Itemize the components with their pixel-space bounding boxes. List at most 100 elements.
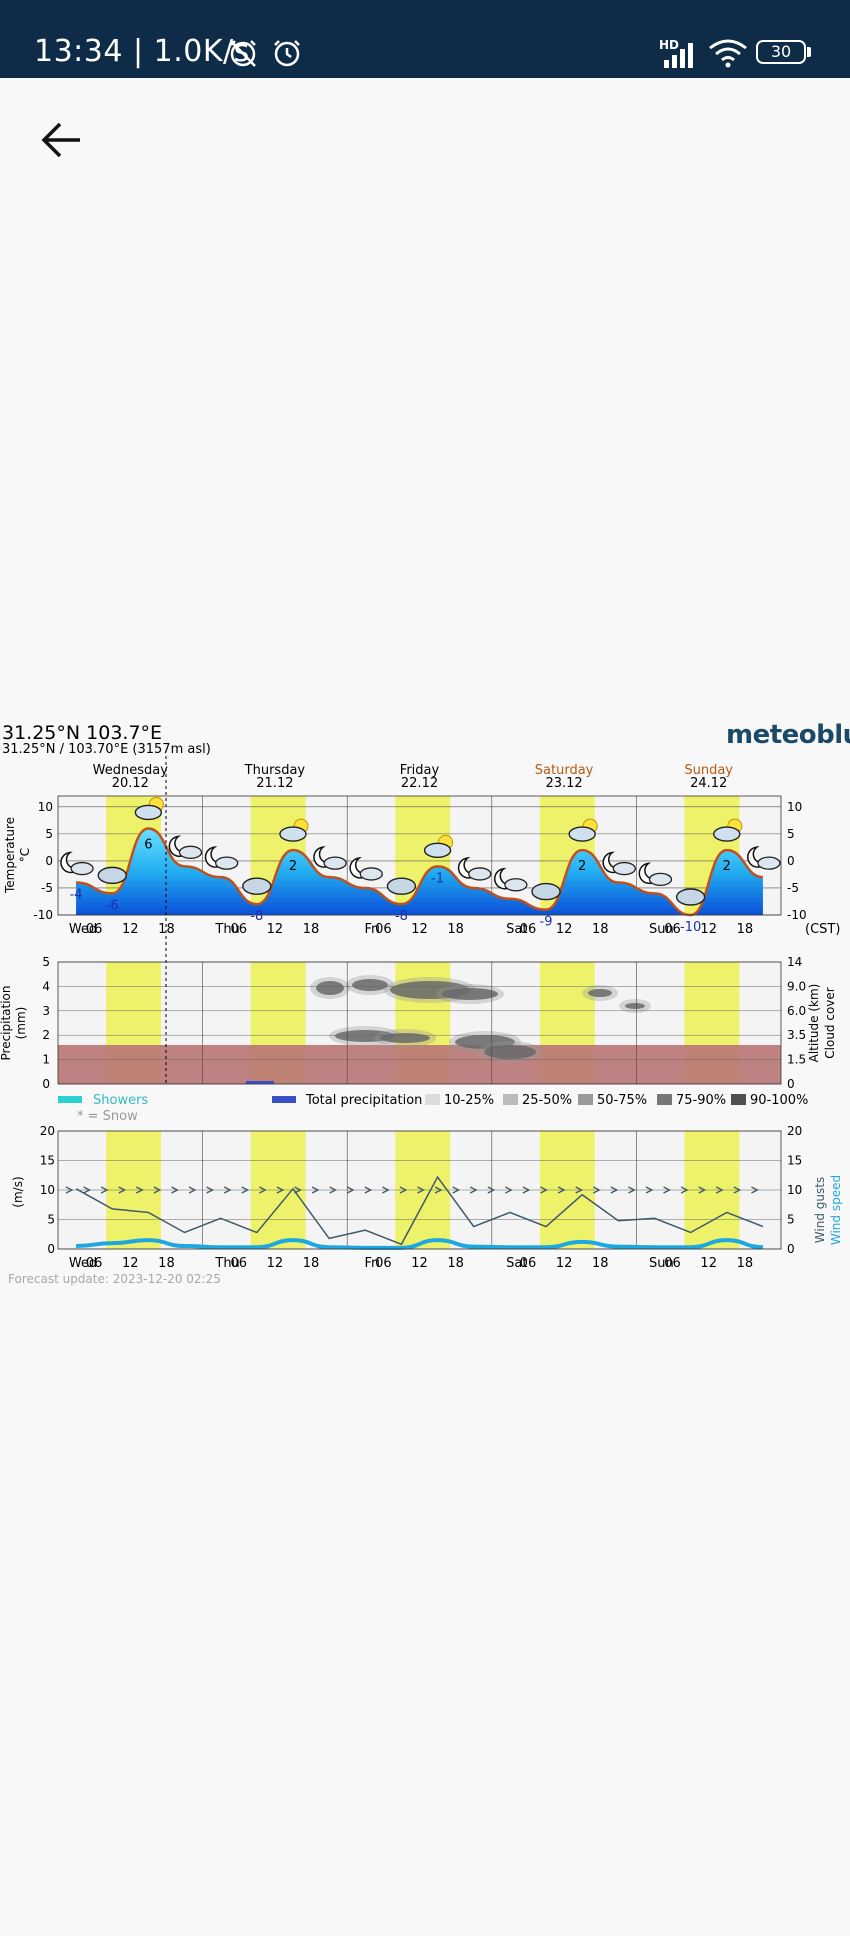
location-subtitle: 31.25°N / 103.70°E (3157m asl) bbox=[2, 742, 211, 757]
total-precip-bar bbox=[246, 1081, 274, 1084]
temp-value-label: -9 bbox=[540, 915, 553, 930]
cloud-bin-label: 10-25% bbox=[444, 1093, 494, 1108]
cloud-cover-halo bbox=[436, 984, 504, 1004]
temp-tick-left: 5 bbox=[45, 827, 53, 841]
temp-tick-right: 10 bbox=[787, 800, 802, 814]
x-tick-label: Sun bbox=[649, 922, 674, 937]
precip-tick-left: 2 bbox=[42, 1028, 50, 1042]
wind-direction-arrow bbox=[575, 1186, 584, 1194]
x-tick-label: 18 bbox=[737, 1256, 754, 1271]
legend-showers: Showers bbox=[93, 1093, 148, 1108]
day-date-label: 22.12 bbox=[401, 776, 438, 791]
alarm-off-icon bbox=[230, 40, 256, 67]
x-tick-label: 18 bbox=[447, 922, 464, 937]
temp-tick-left: -5 bbox=[41, 881, 53, 895]
x-tick-label: Wed bbox=[69, 1256, 97, 1271]
wind-direction-arrow bbox=[469, 1186, 478, 1194]
cloud-cover-halo bbox=[374, 1029, 436, 1047]
altitude-tick-right: 0 bbox=[787, 1077, 795, 1091]
cloud-cover-blob bbox=[352, 979, 388, 991]
day-name-label: Thursday bbox=[244, 763, 306, 778]
wind-speed-axis-label: Wind speed bbox=[829, 1175, 843, 1245]
wind-direction-arrow bbox=[610, 1186, 619, 1194]
temp-axis-label: Temperature bbox=[3, 817, 17, 894]
altitude-tick-right: 9.0 bbox=[787, 979, 806, 993]
showers-swatch bbox=[58, 1096, 82, 1103]
cloud-cover-blob bbox=[316, 981, 344, 995]
wind-direction-arrow bbox=[399, 1186, 408, 1194]
wind-direction-arrow bbox=[276, 1186, 285, 1194]
wind-direction-arrow bbox=[294, 1186, 302, 1194]
wind-direction-arrow bbox=[171, 1186, 179, 1194]
wind-direction-arrow bbox=[83, 1186, 92, 1194]
wind-direction-arrow bbox=[65, 1186, 74, 1194]
cloud-bin-label: 90-100% bbox=[750, 1093, 808, 1108]
wind-gusts-line bbox=[75, 1175, 764, 1246]
temp-value-label: 2 bbox=[289, 859, 297, 874]
altitude-tick-right: 3.5 bbox=[787, 1028, 806, 1042]
temp-tick-left: 10 bbox=[38, 800, 53, 814]
moon-cloud-icon bbox=[747, 846, 781, 870]
back-arrow-icon[interactable] bbox=[40, 118, 84, 162]
cloud-cover-blob bbox=[588, 989, 612, 997]
wind-direction-arrow bbox=[206, 1186, 215, 1194]
moon-cloud-icon bbox=[168, 835, 203, 859]
x-tick-label: 06 bbox=[230, 922, 247, 937]
legend-snow: * = Snow bbox=[77, 1109, 138, 1124]
wind-direction-arrow bbox=[487, 1186, 496, 1194]
x-tick-label: 06 bbox=[86, 1256, 103, 1271]
x-tick-label: 12 bbox=[556, 1256, 573, 1271]
temp-value-label: 2 bbox=[578, 859, 586, 874]
wind-tick-left: 5 bbox=[47, 1213, 55, 1227]
wifi-icon bbox=[709, 39, 747, 68]
wind-direction-arrow bbox=[434, 1186, 443, 1194]
wind-direction-arrow bbox=[715, 1186, 724, 1194]
cloud-bin-label: 25-50% bbox=[522, 1093, 572, 1108]
sun-cloud-icon bbox=[279, 818, 309, 842]
x-tick-label: 18 bbox=[592, 922, 609, 937]
day-name-label: Wednesday bbox=[93, 763, 169, 778]
cloud-cover-halo bbox=[582, 985, 618, 1001]
wind-direction-arrow bbox=[680, 1186, 689, 1194]
wind-direction-arrow bbox=[751, 1186, 759, 1194]
x-tick-label: 12 bbox=[700, 1256, 717, 1271]
wind-direction-arrow bbox=[698, 1186, 707, 1194]
cloud-cover-axis-label: Cloud cover bbox=[823, 987, 837, 1059]
wind-direction-arrow bbox=[223, 1186, 232, 1194]
moon-cloud-icon bbox=[204, 846, 239, 870]
day-date-label: 23.12 bbox=[545, 776, 582, 791]
meteoblue-logo: meteoblue bbox=[726, 720, 850, 750]
day-date-label: 20.12 bbox=[112, 776, 149, 791]
x-tick-label: 18 bbox=[158, 1256, 175, 1271]
moon-cloud-icon bbox=[349, 856, 383, 881]
temp-value-label: 6 bbox=[144, 837, 152, 852]
x-tick-label: Fri bbox=[364, 922, 380, 937]
wind-direction-arrow bbox=[241, 1186, 250, 1194]
precip-plot-frame bbox=[57, 961, 782, 1085]
cloud-icon bbox=[386, 877, 417, 895]
cloud-cover-halo bbox=[619, 999, 651, 1013]
wind-direction-arrow bbox=[259, 1186, 267, 1194]
wind-direction-arrow bbox=[628, 1186, 636, 1194]
legend-total-precip: Total precipitation bbox=[305, 1093, 422, 1108]
wind-direction-arrow bbox=[136, 1186, 144, 1194]
cloud-bin-swatch bbox=[731, 1094, 746, 1105]
precip-unit-label: (mm) bbox=[14, 1007, 28, 1040]
x-tick-label: 06 bbox=[375, 922, 392, 937]
wind-direction-arrow bbox=[118, 1186, 127, 1194]
x-tick-label: 18 bbox=[303, 922, 320, 937]
precip-tick-left: 3 bbox=[42, 1004, 50, 1018]
precip-axis-label: Precipitation bbox=[0, 985, 13, 1060]
x-tick-label: 12 bbox=[267, 1256, 284, 1271]
temp-tick-right: -5 bbox=[787, 881, 799, 895]
wind-direction-arrow bbox=[733, 1186, 742, 1194]
temperature-line bbox=[76, 827, 764, 917]
day-date-label: 24.12 bbox=[690, 776, 727, 791]
moon-cloud-icon bbox=[602, 851, 636, 876]
wind-tick-right: 10 bbox=[787, 1183, 802, 1197]
sun-cloud-icon bbox=[568, 818, 598, 842]
x-tick-label: 06 bbox=[664, 1256, 681, 1271]
total-precip-swatch bbox=[272, 1096, 296, 1103]
x-tick-label: 06 bbox=[86, 922, 103, 937]
altitude-tick-right: 1.5 bbox=[787, 1053, 806, 1067]
